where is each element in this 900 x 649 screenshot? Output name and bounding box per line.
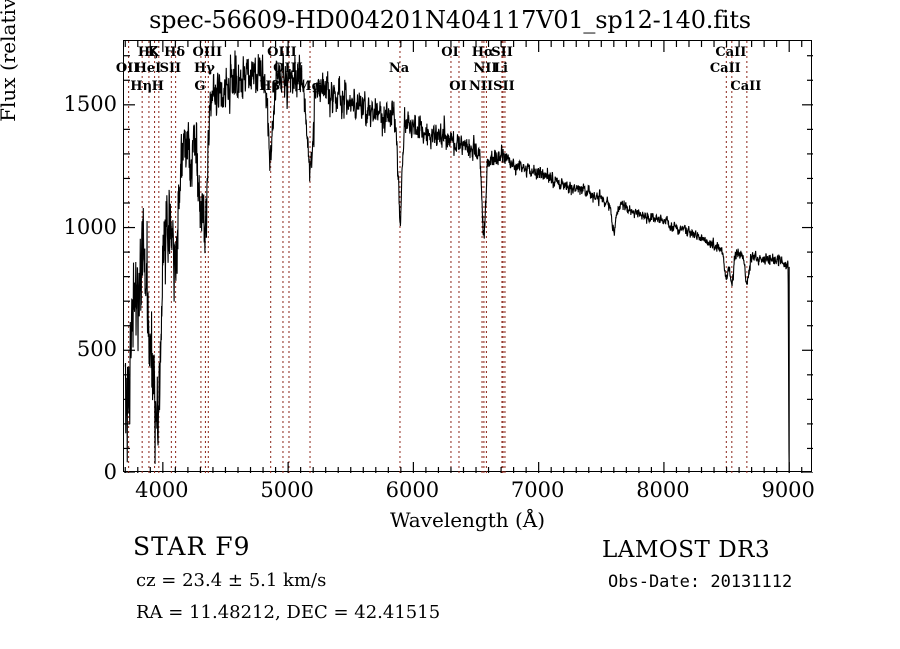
line-id-label: Hβ — [259, 79, 281, 94]
line-id-label: HeI — [134, 61, 162, 76]
line-id-label: NII — [473, 61, 498, 76]
line-id-label: SII — [159, 61, 182, 76]
line-id-label: Mg — [297, 79, 321, 94]
line-id-label: CaII — [709, 61, 741, 76]
y-axis-label: Flux (relative) — [0, 0, 20, 122]
line-id-label: OI — [441, 45, 459, 60]
line-id-label: OIII — [267, 45, 297, 60]
obs-date-text: Obs-Date: 20131112 — [608, 572, 793, 592]
line-id-label: Hδ — [164, 45, 186, 60]
line-id-label: CaII — [730, 79, 762, 94]
survey-name-text: LAMOST DR3 — [602, 537, 771, 563]
line-id-label: OIII — [273, 61, 303, 76]
y-axis-tick-labels: 0 500 1000 1500 — [55, 40, 117, 484]
line-id-label: G — [194, 79, 206, 94]
line-id-label: OI — [449, 79, 467, 94]
y-tick-label: 500 — [76, 337, 117, 362]
line-id-label: H — [151, 79, 164, 94]
line-id-label: NII — [468, 79, 494, 94]
page-title: spec-56609-HD004201N404117V01_sp12-140.f… — [149, 6, 751, 34]
object-class-text: STAR F9 — [133, 532, 251, 561]
line-id-label: OII — [115, 61, 140, 76]
x-axis-tick-labels: 4000 5000 6000 7000 8000 9000 — [123, 478, 815, 506]
line-id-label: SII — [491, 45, 513, 60]
spectrum-trace — [124, 50, 790, 474]
line-marker-group — [128, 41, 748, 473]
coordinates-text: RA = 11.48212, DEC = 42.41515 — [136, 602, 441, 623]
x-tick-label: 4000 — [135, 478, 189, 502]
y-tick-label: 1000 — [63, 214, 117, 239]
x-tick-label: 5000 — [260, 478, 314, 502]
spectrum-canvas — [124, 41, 813, 474]
x-tick-label: 7000 — [510, 478, 565, 502]
line-id-label: Hη — [130, 79, 153, 94]
y-tick-label: 0 — [103, 460, 117, 484]
redshift-velocity-text: cz = 23.4 ± 5.1 km/s — [136, 570, 327, 591]
line-id-label: Li — [493, 61, 508, 76]
y-tick-label: 1500 — [63, 91, 117, 116]
line-id-label: Hγ — [193, 61, 215, 76]
line-id-label: CaII — [715, 45, 747, 60]
spectrum-svg — [124, 41, 813, 474]
line-id-label: SII — [493, 79, 515, 94]
line-id-label: Hα — [471, 45, 495, 60]
x-axis-label: Wavelength (Å) — [389, 508, 546, 532]
x-tick-label: 9000 — [761, 478, 815, 502]
line-id-label: K — [147, 45, 160, 60]
x-tick-label: 6000 — [385, 478, 440, 502]
x-tick-label: 8000 — [636, 478, 690, 502]
line-id-label: Na — [388, 61, 410, 76]
line-id-label: OIII — [192, 45, 223, 60]
line-id-label: Hζ — [137, 45, 158, 60]
axis-ticks — [124, 41, 813, 474]
plot-area — [123, 40, 813, 474]
